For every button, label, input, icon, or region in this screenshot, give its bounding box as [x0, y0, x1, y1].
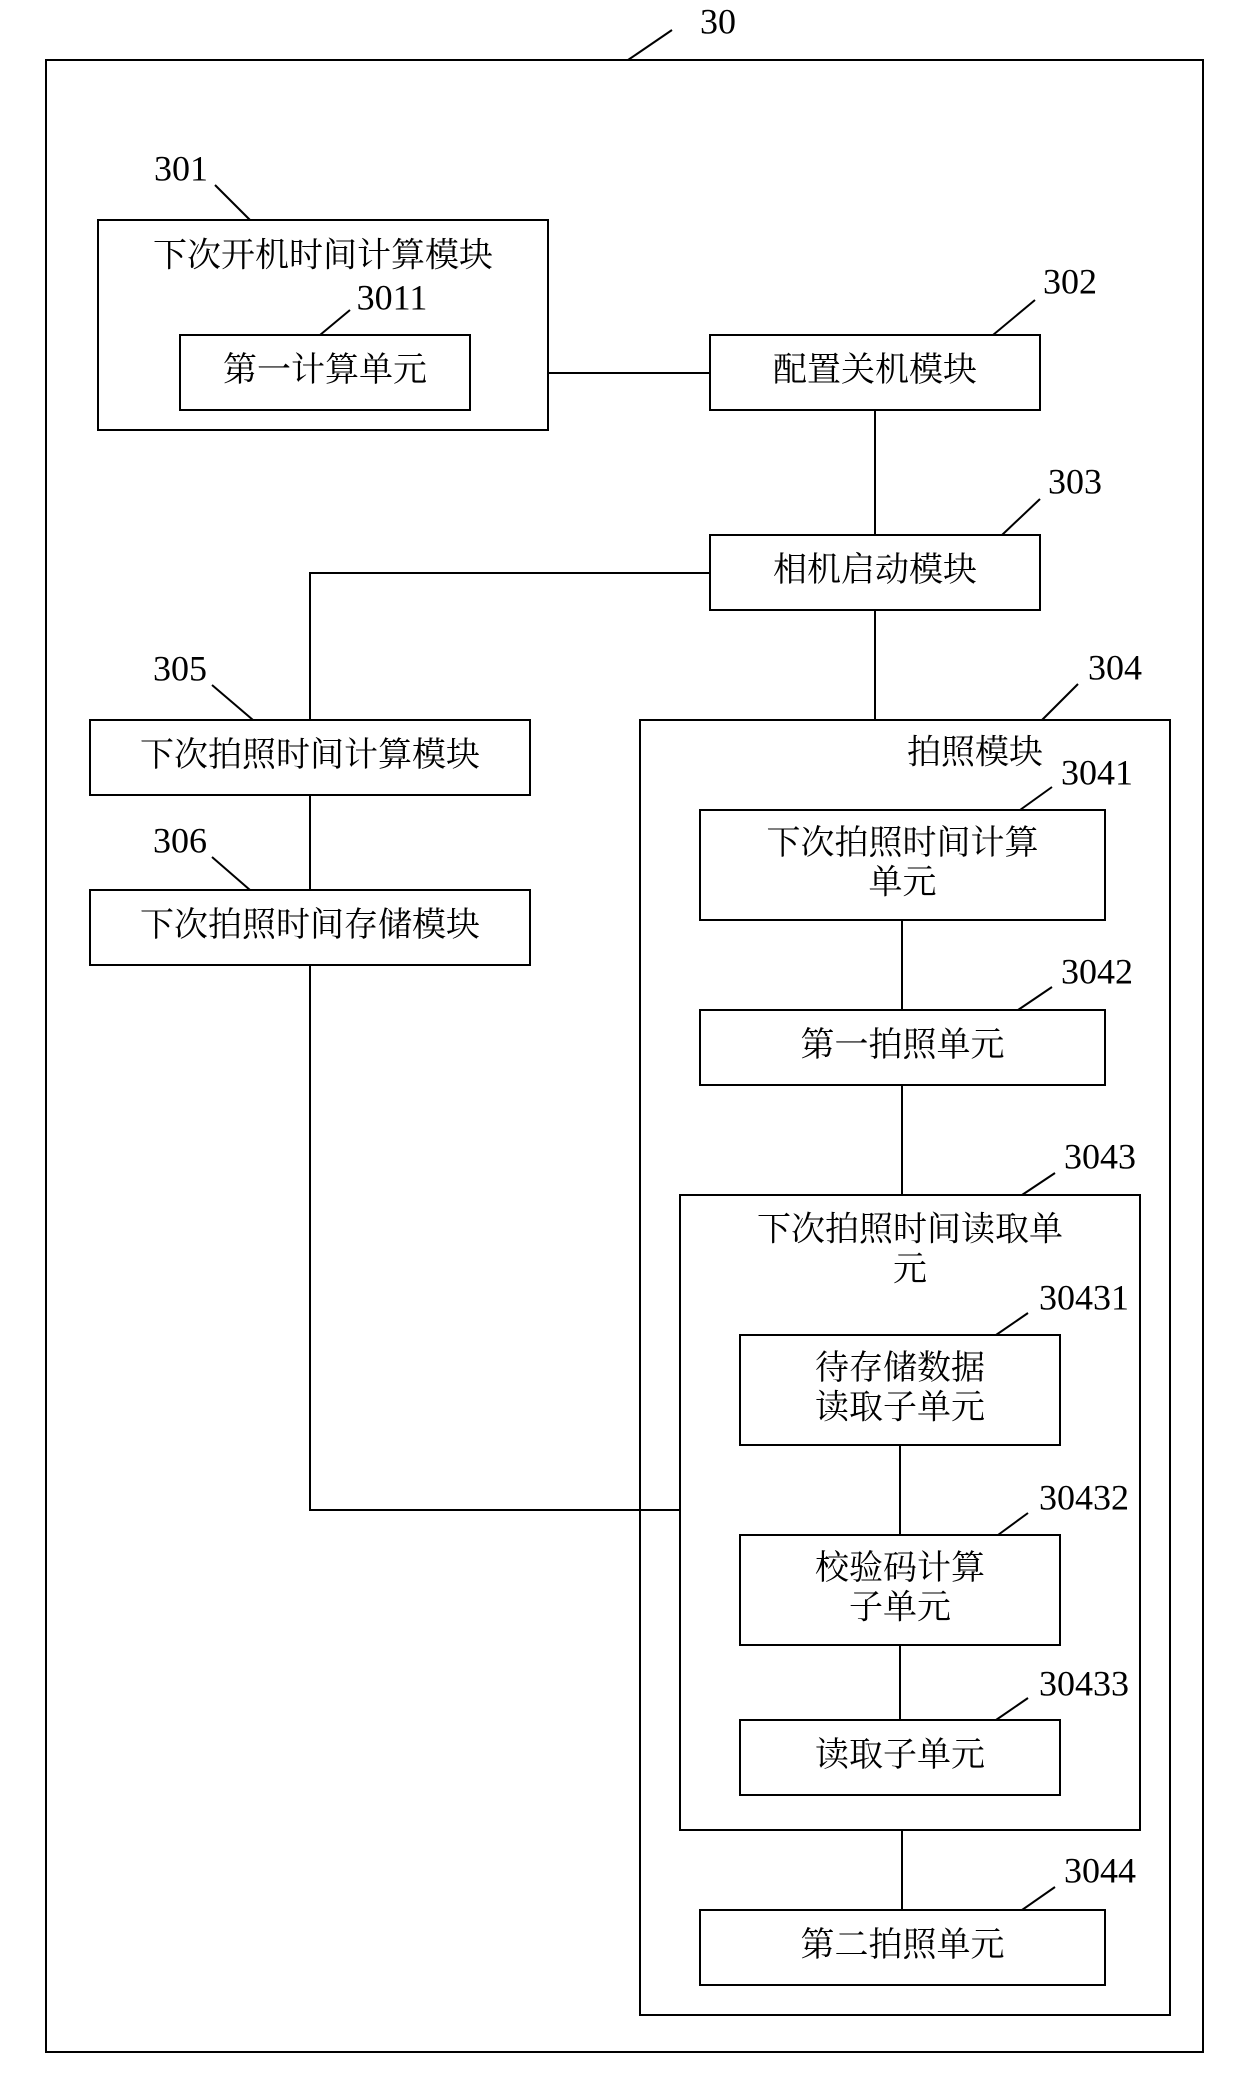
- ref-l3041: 3041: [1061, 752, 1133, 792]
- box-label-u3043-1: 元: [893, 1242, 927, 1291]
- box-label-m301: 下次开机时间计算模块: [153, 228, 493, 277]
- ref-l3011: 3011: [357, 277, 428, 317]
- ref-l302: 302: [1043, 261, 1097, 301]
- ref-l305: 305: [153, 648, 207, 688]
- ref-l3042: 3042: [1061, 951, 1133, 991]
- leader-l30: [628, 30, 672, 60]
- ref-l303: 303: [1048, 461, 1102, 501]
- ref-l30: 30: [700, 1, 736, 41]
- box-label-m306: 下次拍照时间存储模块: [140, 897, 480, 946]
- box-label-s30433: 读取子单元: [815, 1727, 985, 1776]
- ref-l30433: 30433: [1039, 1663, 1129, 1703]
- ref-l3043: 3043: [1064, 1136, 1136, 1176]
- ref-l3044: 3044: [1064, 1850, 1136, 1890]
- box-label-u3041-1: 单元: [869, 854, 937, 903]
- box-label-u3011: 第一计算单元: [223, 342, 427, 391]
- box-label-m302: 配置关机模块: [773, 342, 977, 391]
- box-label-s30432-1: 子单元: [849, 1579, 951, 1628]
- box-label-m304: 拍照模块: [907, 725, 1043, 774]
- box-label-m303: 相机启动模块: [773, 542, 977, 591]
- box-label-u3042: 第一拍照单元: [801, 1017, 1005, 1066]
- box-label-s30431-1: 读取子单元: [815, 1379, 985, 1428]
- box-label-u3044: 第二拍照单元: [801, 1917, 1005, 1966]
- box-label-m305: 下次拍照时间计算模块: [140, 727, 480, 776]
- ref-l30431: 30431: [1039, 1277, 1129, 1317]
- ref-l301: 301: [154, 148, 208, 188]
- ref-l30432: 30432: [1039, 1477, 1129, 1517]
- ref-l306: 306: [153, 820, 207, 860]
- ref-l304: 304: [1088, 647, 1142, 687]
